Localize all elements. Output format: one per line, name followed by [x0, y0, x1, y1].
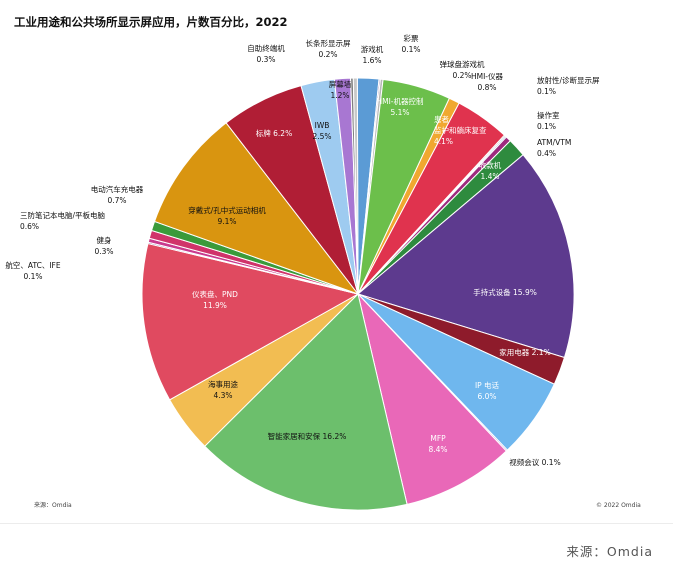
- slice-label: 收款机 1.4%: [479, 160, 502, 181]
- pie-slice: [153, 122, 360, 296]
- slice-label: 放射性/诊断显示屏 0.1%: [537, 75, 600, 96]
- slice-label: IWB 2.5%: [312, 121, 331, 141]
- slice-label: 自助终端机 0.3%: [247, 43, 285, 64]
- slice-label: 仪表盘、PND 11.9%: [192, 289, 238, 310]
- chart-source-note: 来源：Omdia: [34, 502, 72, 509]
- slice-label: 弹球盘游戏机 0.2%: [440, 59, 485, 80]
- chart-card: 工业用途和公共场所显示屏应用，片数百分比，2022 游戏机 1.6% 彩票 0.1% 弹…: [5, 15, 641, 511]
- slice-label: 游戏机 1.6%: [361, 44, 384, 65]
- source-footer: 来源：Omdia: [566, 544, 653, 559]
- slice-label: 患者监护和躺床复查 4.1%: [434, 114, 487, 146]
- slice-label: 长条形显示屏 0.2%: [306, 38, 351, 59]
- pie-slice: [204, 293, 408, 511]
- slice-label: ATM/VTM 0.4%: [537, 138, 571, 158]
- footer-divider: [0, 523, 673, 524]
- pie-slice: [356, 154, 575, 359]
- pie-chart: 游戏机 1.6% 彩票 0.1% 弹球盘游戏机 0.2% HMI-机器控制 5.1% HMI-仪…: [5, 33, 600, 511]
- slice-label: 标牌 6.2%: [256, 128, 292, 138]
- slice-label: 航空、ATC、IFE 0.1%: [5, 260, 60, 281]
- slice-label: 健身 0.3%: [94, 235, 113, 256]
- slice-label: 操作室 0.1%: [537, 110, 560, 131]
- slice-label: 海事用途 4.3%: [208, 379, 238, 400]
- chart-copyright: © 2022 Omdia: [596, 502, 641, 509]
- pie-slice: [352, 77, 359, 295]
- slice-label: HMI-仪器 0.8%: [471, 72, 504, 92]
- slice-label: 穿戴式/孔中式运动相机 9.1%: [188, 205, 266, 226]
- slice-label: 家用电器 2.1%: [499, 347, 550, 357]
- pie-labels: 游戏机 1.6% 彩票 0.1% 弹球盘游戏机 0.2% HMI-机器控制 5.1% HMI-仪…: [5, 33, 600, 467]
- slice-label: 视频会议 0.1%: [509, 457, 560, 467]
- slice-label: 智能家居和安保 16.2%: [268, 431, 347, 441]
- slice-label: IP 电话 6.0%: [475, 380, 500, 401]
- slice-label: 电动汽车充电器 0.7%: [91, 184, 144, 205]
- chart-title: 工业用途和公共场所显示屏应用，片数百分比，2022: [14, 15, 288, 29]
- slice-label: 三防笔记本电脑/平板电脑 0.6%: [20, 210, 106, 231]
- slice-label: 手持式设备 15.9%: [473, 287, 537, 297]
- slice-label: 彩票 0.1%: [401, 33, 420, 54]
- slice-label: 屏幕墙 1.2%: [329, 79, 352, 100]
- slice-label: MFP 8.4%: [428, 434, 447, 454]
- pie-slices: [141, 77, 575, 511]
- pie-slice: [141, 242, 360, 401]
- slice-label: HMI-机器控制 5.1%: [376, 96, 423, 117]
